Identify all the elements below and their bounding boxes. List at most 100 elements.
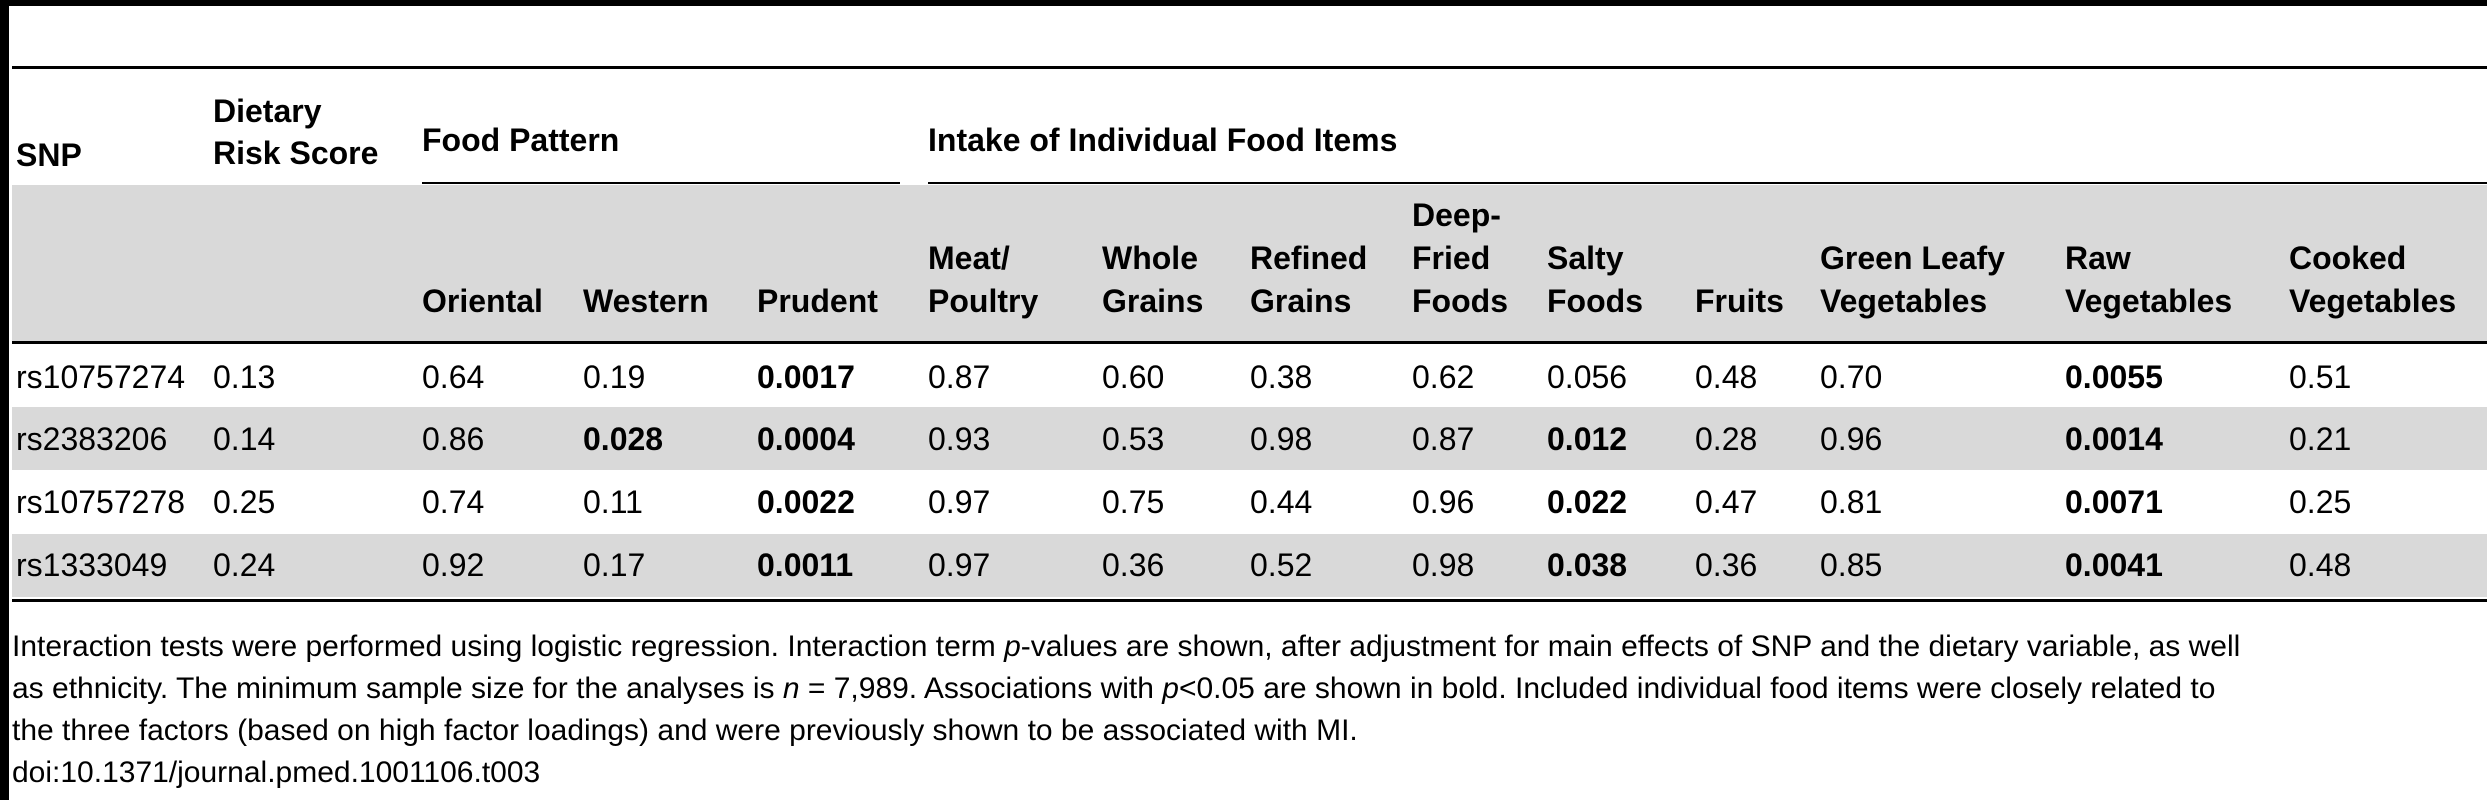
header-bottom-rule <box>12 341 2487 344</box>
table-cell: 0.48 <box>1695 359 1758 395</box>
table-cell: 0.70 <box>1820 359 1883 395</box>
top-border <box>0 0 2487 6</box>
table-cell: 0.0041 <box>2065 547 2163 583</box>
col-western: Western <box>583 283 709 319</box>
footnote-line-2: as ethnicity. The minimum sample size fo… <box>12 668 2482 710</box>
header-risk-score: Risk Score <box>213 135 379 171</box>
table-cell: 0.48 <box>2289 547 2352 583</box>
table-cell: 0.0011 <box>757 547 854 583</box>
row-band-2 <box>12 407 2487 470</box>
table-cell: 0.75 <box>1102 484 1165 520</box>
col-meat-1: Meat/ <box>928 240 1010 276</box>
table-cell: 0.36 <box>1102 547 1165 583</box>
table-cell: 0.0004 <box>757 421 855 457</box>
footnote-text: Interaction tests were performed using l… <box>12 630 1005 663</box>
col-fruits: Fruits <box>1695 283 1784 319</box>
table-cell: 0.056 <box>1547 359 1628 395</box>
cell-snp: rs1333049 <box>16 547 168 583</box>
left-border <box>0 0 9 800</box>
table-cell: 0.87 <box>928 359 991 395</box>
table-cell: 0.14 <box>213 421 276 457</box>
table-cell: 0.25 <box>2289 484 2352 520</box>
footnote-text: -values are shown, after adjustment for … <box>1020 630 2241 663</box>
table-cell: 0.96 <box>1820 421 1883 457</box>
col-salty-1: Salty <box>1547 240 1624 276</box>
col-deepfried-2: Fried <box>1412 240 1491 276</box>
col-deepfried-1: Deep- <box>1412 197 1501 233</box>
row-band-4 <box>12 534 2487 597</box>
table-cell: 0.0022 <box>757 484 855 520</box>
table-cell: 0.24 <box>213 547 276 583</box>
table-cell: 0.19 <box>583 359 646 395</box>
col-refined-2: Grains <box>1250 283 1352 319</box>
table-cell: 0.81 <box>1820 484 1883 520</box>
col-salty-2: Foods <box>1547 283 1643 319</box>
table-cell: 0.64 <box>422 359 485 395</box>
col-rawveg-1: Raw <box>2065 240 2131 276</box>
col-cookedveg-2: Vegetables <box>2289 283 2457 319</box>
table-cell: 0.92 <box>422 547 485 583</box>
table-cell: 0.62 <box>1412 359 1475 395</box>
subheader-band <box>12 185 2487 341</box>
header-snp: SNP <box>16 137 82 173</box>
table-cell: 0.93 <box>928 421 991 457</box>
table-cell: 0.038 <box>1547 547 1628 583</box>
col-greenleafy-2: Vegetables <box>1820 283 1988 319</box>
header-individual-items: Intake of Individual Food Items <box>928 122 1398 158</box>
footnote-text: = 7,989. Associations with <box>799 672 1163 705</box>
footnote-p: p <box>1162 672 1179 705</box>
table-cell: 0.022 <box>1547 484 1628 520</box>
footnote-line-3: the three factors (based on high factor … <box>12 714 1358 747</box>
table-cell: 0.36 <box>1695 547 1758 583</box>
header-dietary: Dietary <box>213 93 322 129</box>
table-cell: 0.97 <box>928 484 991 520</box>
table-cell: 0.53 <box>1102 421 1165 457</box>
col-refined-1: Refined <box>1250 240 1368 276</box>
table-cell: 0.0014 <box>2065 421 2163 457</box>
table-cell: 0.97 <box>928 547 991 583</box>
table-cell: 0.0071 <box>2065 484 2163 520</box>
individual-items-underline <box>928 182 2487 184</box>
food-pattern-underline <box>422 182 900 184</box>
table-cell: 0.25 <box>213 484 276 520</box>
footnote-p: p <box>1004 630 1021 663</box>
table-cell: 0.98 <box>1250 421 1313 457</box>
table-cell: 0.11 <box>583 484 643 520</box>
footnote-n: n <box>782 672 800 705</box>
table-cell: 0.0055 <box>2065 359 2163 395</box>
header-food-pattern: Food Pattern <box>422 122 620 158</box>
table-cell: 0.47 <box>1695 484 1758 520</box>
table-cell: 0.0017 <box>757 359 855 395</box>
table-cell: 0.012 <box>1547 421 1628 457</box>
table-cell: 0.28 <box>1695 421 1758 457</box>
col-oriental: Oriental <box>422 283 543 319</box>
col-meat-2: Poultry <box>928 283 1039 319</box>
col-greenleafy-1: Green Leafy <box>1820 240 2005 276</box>
table-cell: 0.60 <box>1102 359 1165 395</box>
doi: doi:10.1371/journal.pmed.1001106.t003 <box>12 756 541 789</box>
table-cell: 0.21 <box>2289 421 2352 457</box>
table-bottom-rule <box>12 599 2487 602</box>
table-cell: 0.38 <box>1250 359 1313 395</box>
table-cell: 0.86 <box>422 421 485 457</box>
col-prudent: Prudent <box>757 283 878 319</box>
table-cell: 0.17 <box>583 547 646 583</box>
table-cell: 0.44 <box>1250 484 1313 520</box>
table-cell: 0.74 <box>422 484 485 520</box>
table-cell: 0.52 <box>1250 547 1313 583</box>
col-whole-2: Grains <box>1102 283 1204 319</box>
footnote-line-1: Interaction tests were performed using l… <box>12 626 2482 668</box>
col-deepfried-3: Foods <box>1412 283 1508 319</box>
table-cell: 0.51 <box>2289 359 2352 395</box>
table-cell: 0.028 <box>583 421 664 457</box>
col-rawveg-2: Vegetables <box>2065 283 2233 319</box>
table-cell: 0.13 <box>213 359 276 395</box>
table-cell: 0.85 <box>1820 547 1883 583</box>
col-whole-1: Whole <box>1102 240 1198 276</box>
table-cell: 0.96 <box>1412 484 1475 520</box>
footnote: Interaction tests were performed using l… <box>12 626 2482 794</box>
table-cell: 0.98 <box>1412 547 1475 583</box>
cell-snp: rs2383206 <box>16 421 168 457</box>
cell-snp: rs10757278 <box>16 484 186 520</box>
footnote-text: as ethnicity. The minimum sample size fo… <box>12 672 783 705</box>
